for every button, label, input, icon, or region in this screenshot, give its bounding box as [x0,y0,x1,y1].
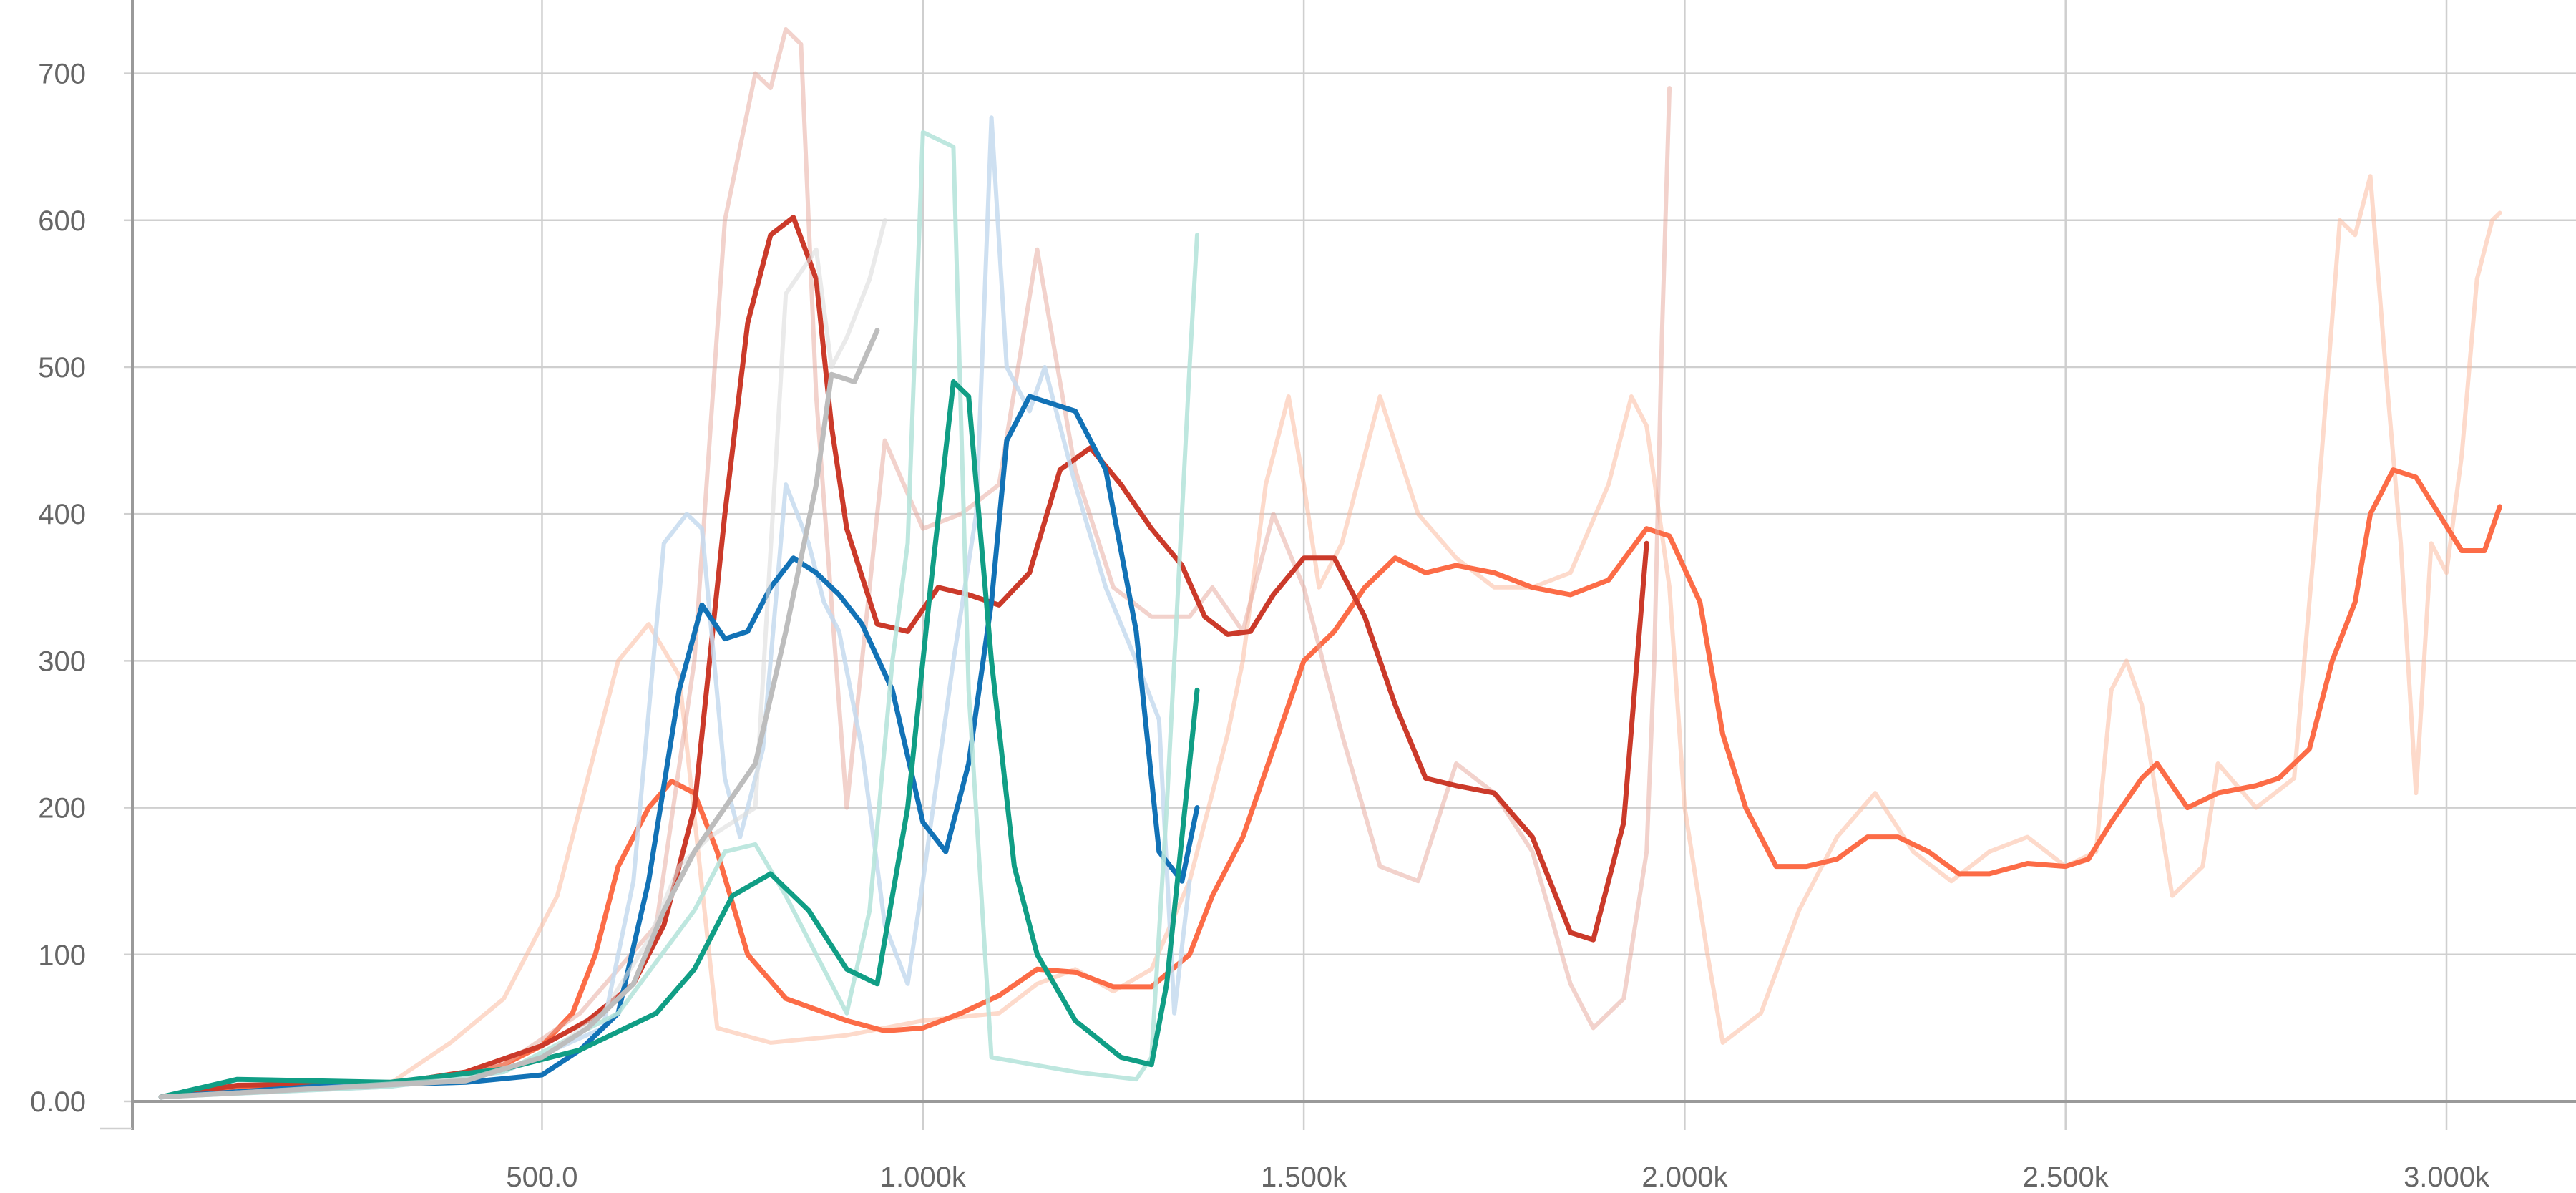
x-tick-label: 2.500k [2023,1162,2109,1193]
tick-labels: 0.00 100 200 300 400 500 600 700 500.0 1.000k 1.50… [30,59,2490,1193]
x-tick-label: 3.000k [2404,1162,2490,1193]
grid [132,0,2576,1130]
series-line-2 [158,467,2502,1100]
series-line-5 [159,115,1192,1099]
series-layer [158,27,2502,1100]
series-line-3 [159,27,1672,1099]
axes [100,0,2576,1130]
y-tick-label: 300 [38,646,86,677]
y-tick-label: 400 [38,499,86,530]
x-tick-label: 1.500k [1261,1162,1347,1193]
series-line-7 [159,130,1199,1099]
x-tick-label: 1.000k [880,1162,967,1193]
series-line-4 [158,215,1649,1100]
y-tick-label: 200 [38,793,86,824]
series-line-6 [158,394,1200,1100]
y-tick-label: 100 [38,940,86,971]
series-line-8 [158,379,1200,1100]
x-tick-label: 500.0 [506,1162,577,1193]
y-tick-label: 500 [38,352,86,384]
x-tick-label: 2.000k [1641,1162,1728,1193]
y-tick-label: 700 [38,59,86,90]
series-line-10 [158,328,880,1100]
y-tick-label: 0.00 [30,1086,86,1118]
y-tick-label: 600 [38,205,86,237]
